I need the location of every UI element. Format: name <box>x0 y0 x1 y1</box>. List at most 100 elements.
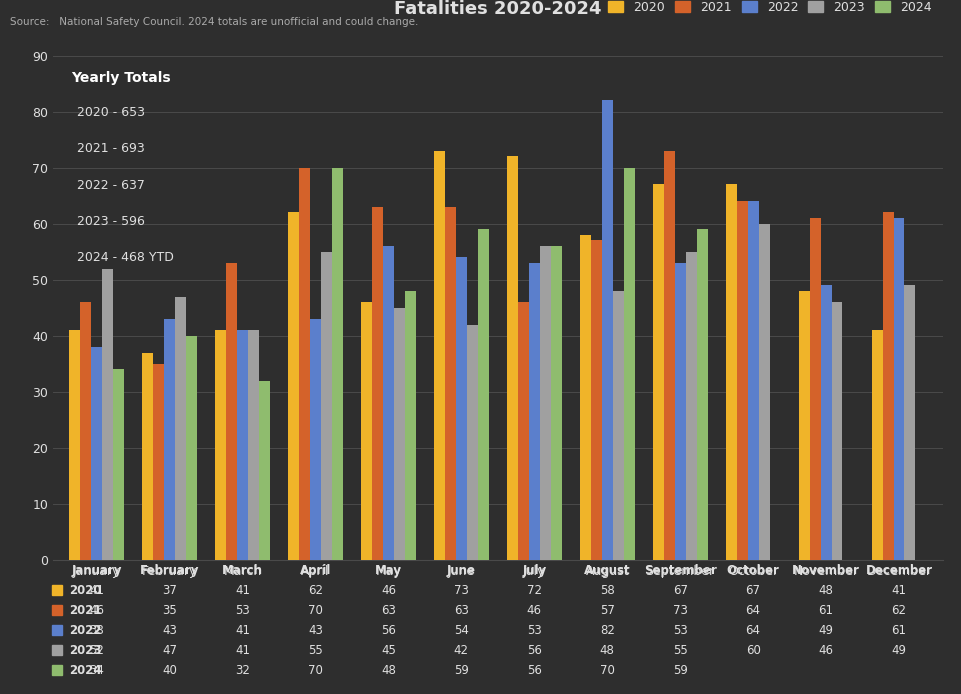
Text: 40: 40 <box>162 663 177 677</box>
Bar <box>175 296 185 560</box>
Text: 59: 59 <box>454 663 468 677</box>
Text: 41: 41 <box>234 624 250 636</box>
Bar <box>602 101 612 560</box>
Text: 64: 64 <box>745 604 760 616</box>
Bar <box>69 330 80 560</box>
Bar <box>164 319 175 560</box>
Text: 2024 - 468 YTD: 2024 - 468 YTD <box>77 251 174 264</box>
Text: 42: 42 <box>454 643 468 657</box>
Text: 56: 56 <box>527 643 541 657</box>
Text: 2022: 2022 <box>69 624 101 636</box>
Text: 46: 46 <box>818 643 832 657</box>
Bar <box>871 330 881 560</box>
Text: June: June <box>447 564 476 577</box>
Bar <box>185 336 197 560</box>
Text: 41: 41 <box>234 643 250 657</box>
Bar <box>153 364 164 560</box>
Bar <box>663 151 674 560</box>
Bar <box>433 151 445 560</box>
Bar <box>321 252 332 560</box>
Bar <box>445 207 456 560</box>
Text: 53: 53 <box>234 604 250 616</box>
Text: 41: 41 <box>891 584 905 597</box>
Text: 62: 62 <box>891 604 905 616</box>
Text: 46: 46 <box>381 584 396 597</box>
Bar <box>529 263 539 560</box>
Text: 59: 59 <box>672 663 687 677</box>
Text: 54: 54 <box>454 624 468 636</box>
Bar <box>685 252 696 560</box>
Text: 57: 57 <box>599 604 614 616</box>
Text: 56: 56 <box>527 663 541 677</box>
Text: 38: 38 <box>89 624 104 636</box>
Text: 48: 48 <box>599 643 614 657</box>
Text: 2021 - 693: 2021 - 693 <box>77 142 144 155</box>
Text: 56: 56 <box>381 624 396 636</box>
Bar <box>288 212 299 560</box>
Bar <box>696 229 706 560</box>
Text: January: January <box>71 564 122 577</box>
Text: March: March <box>222 564 262 577</box>
Bar <box>456 257 466 560</box>
Bar <box>517 302 529 560</box>
Bar <box>102 269 113 560</box>
Text: 2020 - 653: 2020 - 653 <box>77 106 145 119</box>
Text: 2024: 2024 <box>69 663 102 677</box>
Text: 62: 62 <box>308 584 323 597</box>
Bar <box>881 212 893 560</box>
Text: 70: 70 <box>308 604 323 616</box>
Text: 72: 72 <box>527 584 541 597</box>
Bar <box>393 307 405 560</box>
Text: 2023: 2023 <box>69 643 101 657</box>
Bar <box>674 263 685 560</box>
Title: Fatalities 2020-2024: Fatalities 2020-2024 <box>394 0 601 18</box>
Bar <box>725 185 736 560</box>
Bar <box>747 201 758 560</box>
Text: May: May <box>375 564 402 577</box>
Text: 53: 53 <box>527 624 541 636</box>
Text: 49: 49 <box>891 643 905 657</box>
Bar <box>360 302 372 560</box>
Bar <box>309 319 321 560</box>
Bar <box>809 218 820 560</box>
Bar <box>382 246 393 560</box>
Text: 2020: 2020 <box>69 584 101 597</box>
Text: 43: 43 <box>162 624 177 636</box>
Bar <box>466 325 478 560</box>
Text: 82: 82 <box>599 624 614 636</box>
Bar <box>590 241 602 560</box>
Text: 63: 63 <box>381 604 396 616</box>
Bar <box>332 168 342 560</box>
Text: 55: 55 <box>672 643 687 657</box>
Text: December: December <box>865 564 931 577</box>
Bar <box>758 223 769 560</box>
Text: 52: 52 <box>89 643 104 657</box>
Text: 48: 48 <box>818 584 832 597</box>
Bar <box>736 201 747 560</box>
Bar <box>820 285 830 560</box>
Text: 46: 46 <box>527 604 541 616</box>
Bar <box>405 291 415 560</box>
Bar <box>299 168 309 560</box>
Bar <box>612 291 623 560</box>
Text: 43: 43 <box>308 624 323 636</box>
Bar <box>248 330 259 560</box>
Text: August: August <box>583 564 629 577</box>
Bar <box>506 156 517 560</box>
Bar <box>142 353 153 560</box>
Bar <box>653 185 663 560</box>
Text: 60: 60 <box>745 643 760 657</box>
Text: 49: 49 <box>818 624 832 636</box>
Text: 2023 - 596: 2023 - 596 <box>77 215 145 228</box>
Bar <box>236 330 248 560</box>
Text: Yearly Totals: Yearly Totals <box>71 71 170 85</box>
Text: 70: 70 <box>308 663 323 677</box>
Text: 61: 61 <box>891 624 905 636</box>
Text: 61: 61 <box>818 604 832 616</box>
Text: November: November <box>791 564 859 577</box>
Text: Source:   National Safety Council. 2024 totals are unofficial and could change.: Source: National Safety Council. 2024 to… <box>10 17 418 27</box>
Bar <box>91 347 102 560</box>
Text: 35: 35 <box>162 604 177 616</box>
Text: 45: 45 <box>381 643 396 657</box>
Text: July: July <box>522 564 546 577</box>
